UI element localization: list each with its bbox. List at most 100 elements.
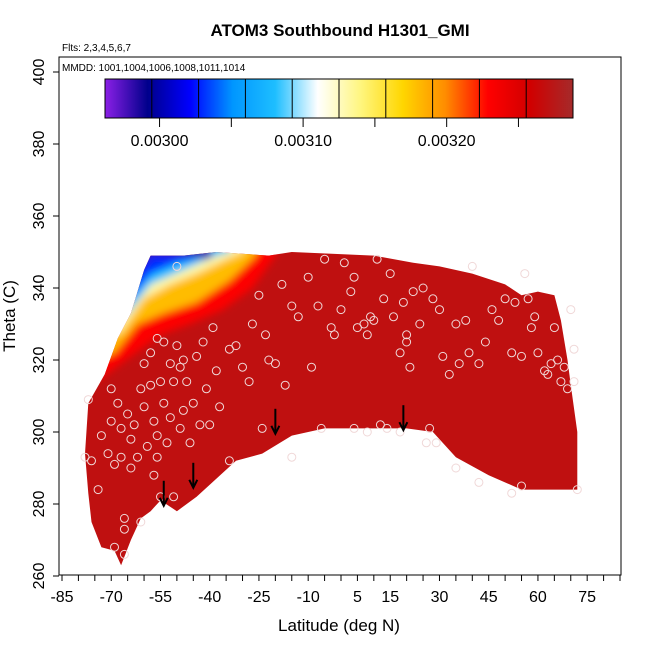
sample-point (349, 272, 359, 282)
sample-point (192, 351, 202, 361)
sample-point (398, 297, 408, 307)
sample-point (336, 305, 346, 315)
sample-point (106, 384, 116, 394)
sample-point (185, 438, 195, 448)
sample-point (329, 330, 339, 340)
y-axis-tick-label: 400 (31, 59, 48, 86)
y-axis-tick-label: 380 (31, 131, 48, 158)
sample-point (119, 513, 129, 523)
sample-point (487, 305, 497, 315)
sample-point (110, 542, 119, 552)
sample-point (494, 315, 504, 325)
sample-point (395, 348, 405, 358)
sample-point (178, 405, 188, 415)
sample-point (277, 279, 287, 289)
sample-point (467, 261, 477, 271)
sample-point (451, 463, 461, 473)
sample-point (83, 395, 93, 405)
sample-point (159, 337, 169, 347)
sample-point (238, 362, 247, 372)
tropopause-arrow (270, 408, 281, 437)
sample-point (116, 423, 126, 433)
y-axis-tick-label: 340 (31, 275, 48, 302)
sample-point (175, 362, 185, 372)
y-axis-tick-label: 280 (31, 491, 48, 518)
sample-point (451, 319, 461, 329)
x-axis-label: Latitude (deg N) (278, 616, 400, 635)
sample-point (549, 323, 559, 333)
sample-point (152, 431, 162, 441)
sample-point (507, 348, 517, 358)
sample-point (139, 359, 149, 369)
sample-point (126, 434, 136, 444)
sample-point (175, 423, 185, 433)
sample-point (146, 348, 156, 358)
x-axis-tick-label: 30 (431, 589, 449, 606)
sample-point (500, 294, 510, 304)
sample-point (165, 413, 175, 423)
sample-point (428, 294, 438, 304)
sample-point (96, 431, 106, 441)
tropopause-arrow (188, 462, 199, 491)
sample-point (444, 369, 454, 379)
sample-point (211, 366, 221, 376)
sample-point (559, 362, 569, 372)
sample-point (119, 549, 129, 559)
sample-point (507, 488, 517, 498)
sample-point (123, 409, 133, 419)
sample-point (320, 254, 330, 264)
sample-point (326, 323, 336, 333)
sample-point (231, 341, 241, 351)
sample-point (425, 423, 435, 433)
sample-point (569, 377, 579, 387)
sample-point (247, 319, 257, 329)
sample-point (116, 452, 126, 462)
x-axis-tick-label: 60 (529, 589, 547, 606)
y-axis-label: Theta (C) (0, 280, 19, 352)
tropopause-arrow (398, 405, 409, 433)
sample-point (139, 402, 149, 412)
sample-point (113, 398, 123, 408)
sample-point (415, 319, 425, 329)
sample-point (208, 323, 218, 333)
sample-point (431, 438, 441, 448)
sample-point (520, 269, 530, 279)
sample-point (382, 423, 392, 433)
sample-point (136, 517, 146, 527)
chart-title: ATOM3 Southbound H1301_GMI (210, 21, 469, 40)
sample-point (362, 427, 372, 437)
sample-point (438, 351, 448, 361)
sample-point (106, 416, 116, 426)
sample-points (80, 254, 582, 559)
sample-point (389, 312, 398, 322)
sample-point (129, 420, 139, 430)
sample-point (480, 337, 490, 347)
sample-point (569, 344, 579, 354)
sample-point (261, 330, 270, 340)
sample-point (435, 305, 444, 315)
sample-point (149, 470, 159, 480)
sample-point (349, 423, 359, 433)
sample-point (178, 355, 188, 365)
sample-point (205, 420, 215, 430)
sample-point (556, 377, 566, 387)
y-axis-tick-label: 260 (31, 563, 48, 590)
sample-point (385, 269, 395, 279)
sample-point (146, 380, 156, 390)
x-axis-tick-label: 75 (578, 589, 596, 606)
plot-frame (58, 56, 622, 576)
sample-point (257, 423, 267, 433)
sample-point (182, 377, 192, 387)
sample-point (533, 348, 543, 358)
sample-point (553, 355, 563, 365)
x-axis-tick-label: 15 (381, 589, 399, 606)
sample-point (339, 258, 349, 268)
sample-point (454, 359, 464, 369)
y-axis-tick-label: 300 (31, 419, 48, 446)
tropopause-arrows (158, 405, 409, 509)
sample-point (517, 351, 526, 361)
sample-point (395, 427, 405, 437)
sample-point (215, 402, 225, 412)
colorbar-tick-label: 0.00300 (131, 133, 189, 150)
sample-point (402, 330, 412, 340)
